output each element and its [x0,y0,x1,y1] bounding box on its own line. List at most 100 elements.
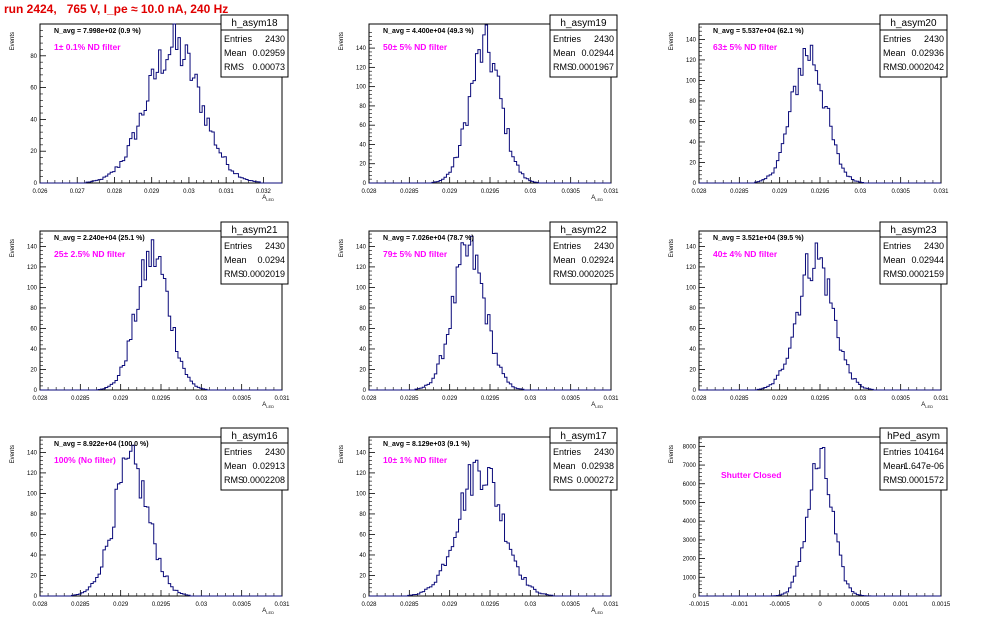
x-axis-title: ALED [591,608,603,615]
x-tick-label: 0.03 [195,602,207,608]
stats-value: 0.0001967 [571,62,614,72]
x-tick-label: 0.031 [274,602,290,608]
y-tick-label: 20 [359,162,366,168]
filter-label: 63± 5% ND filter [713,42,778,52]
x-tick-label: 0.0295 [152,602,171,608]
y-axis-title: Events [10,445,16,463]
x-axis-title: ALED [262,195,274,202]
x-tick-label: 0.028 [32,396,48,402]
navg-label: N_avg = 3.521e+04 (39.5 %) [713,235,804,242]
y-tick-label: 80 [30,512,37,518]
y-tick-label: 0 [693,594,697,600]
x-tick-label: 0.03 [854,189,866,195]
histogram-panel-h_asym17: 0.028 0.0285 0.029 0.0295 0.03 0.0305 0.031 0 20… [339,427,619,615]
y-tick-label: 3000 [683,538,697,544]
stats-label: Entries [224,34,253,44]
stats-box [879,427,948,491]
filter-label: Shutter Closed [721,470,781,480]
y-tick-label: 40 [30,347,37,353]
histogram-panel-hPed_asym: -0.0015 -0.001 -0.0005 0 0.0005 0.001 0.0015 0 1… [669,427,951,608]
x-tick-label: 0.028 [361,602,377,608]
stats-value: 0.00073 [252,62,285,72]
x-tick-label: -0.001 [731,602,749,608]
histogram-panel-h_asym21: 0.028 0.0285 0.029 0.0295 0.03 0.0305 0.031 0 20… [10,221,290,409]
stats-value: 104164 [914,447,944,457]
y-tick-label: 20 [359,573,366,579]
y-tick-label: 6000 [683,482,697,488]
x-tick-label: 0.0285 [400,189,419,195]
stats-title: h_asym17 [560,431,607,442]
x-tick-label: 0.0295 [811,189,830,195]
x-tick-label: 0.03 [524,396,536,402]
y-tick-label: 20 [30,367,37,373]
stats-box [879,221,948,285]
stats-label: Entries [553,447,582,457]
stats-label: RMS [883,62,903,72]
filter-label: 40± 4% ND filter [713,249,778,259]
stats-label: Mean [224,255,247,265]
y-tick-label: 60 [359,532,366,538]
x-tick-label: 0.031 [933,396,949,402]
stats-box [549,221,618,285]
x-tick-label: 0.0305 [561,602,580,608]
x-tick-label: 0.001 [893,602,909,608]
y-tick-label: 140 [686,37,697,43]
x-tick-label: 0.031 [603,189,619,195]
stats-label: Mean [553,48,576,58]
stats-label: RMS [883,269,903,279]
y-tick-label: 0 [693,388,697,394]
stats-label: Mean [883,48,906,58]
stats-title: h_asym19 [560,18,607,29]
stats-box [220,221,289,285]
x-tick-label: 0.027 [70,189,86,195]
y-tick-label: 60 [359,326,366,332]
histogram-line [369,24,611,184]
stats-box [220,427,289,491]
x-tick-label: 0.028 [691,396,707,402]
y-tick-label: 0 [363,594,367,600]
x-tick-label: 0.031 [219,189,235,195]
y-axis-title: Events [10,32,16,50]
y-tick-label: 40 [689,140,696,146]
y-tick-label: 0 [34,181,38,187]
navg-label: N_avg = 7.998e+02 (0.9 %) [54,28,141,35]
x-tick-label: 0.028 [32,602,48,608]
y-tick-label: 140 [686,244,697,250]
x-tick-label: 0.028 [107,189,123,195]
y-tick-label: 120 [356,265,367,271]
y-tick-label: 1000 [683,575,697,581]
stats-value: -1.647e-06 [900,461,944,471]
stats-label: Entries [883,447,912,457]
x-tick-label: 0.0015 [932,602,951,608]
x-tick-label: 0.031 [933,189,949,195]
histogram-panel-h_asym19: 0.028 0.0285 0.029 0.0295 0.03 0.0305 0.031 0 20… [339,14,619,202]
stats-box [220,14,289,78]
y-tick-label: 140 [356,244,367,250]
stats-label: Mean [553,255,576,265]
histogram-line [699,447,941,597]
x-tick-label: 0.028 [361,189,377,195]
y-axis-title: Events [669,239,675,257]
y-tick-label: 140 [356,450,367,456]
stats-title: h_asym22 [560,225,607,236]
y-axis-title: Events [10,239,16,257]
filter-label: 10± 1% ND filter [383,455,448,465]
x-tick-label: 0.0305 [232,602,251,608]
filter-label: 50± 5% ND filter [383,42,448,52]
stats-value: 0.02913 [252,461,285,471]
y-tick-label: 80 [689,99,696,105]
y-tick-label: 20 [689,160,696,166]
y-axis-title: Events [339,32,345,50]
histogram-line [40,239,282,391]
y-tick-label: 20 [30,573,37,579]
x-tick-label: 0.0305 [232,396,251,402]
y-tick-label: 60 [689,119,696,125]
stats-value: 2430 [924,241,944,251]
y-axis-title: Events [339,445,345,463]
x-tick-label: 0 [818,602,822,608]
y-tick-label: 100 [356,85,367,91]
stats-label: RMS [883,475,903,485]
y-tick-label: 4000 [683,519,697,525]
stats-value: 2430 [265,34,285,44]
x-tick-label: 0.03 [195,396,207,402]
